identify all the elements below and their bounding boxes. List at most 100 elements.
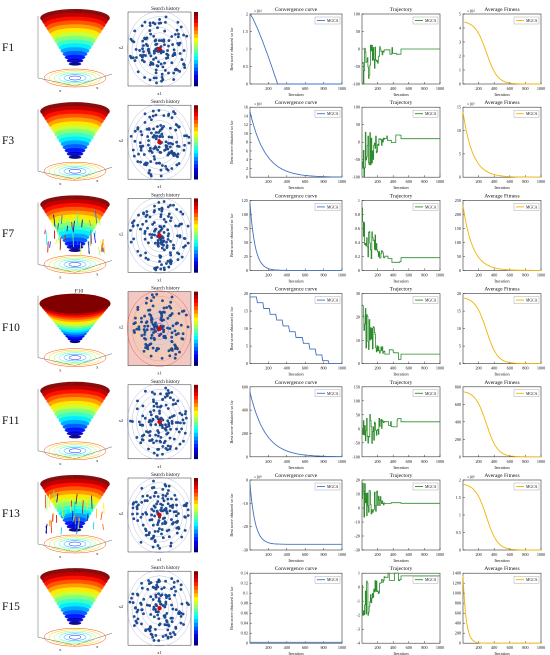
search-point — [162, 230, 166, 234]
search-point — [153, 514, 157, 518]
search-point — [148, 434, 152, 438]
trajectory-xtick-label: 800 — [421, 459, 427, 464]
search-point — [148, 626, 152, 630]
trajectory-ytick-label: 0 — [358, 585, 360, 590]
colorbar-segment — [194, 261, 198, 266]
fitness-line — [462, 575, 541, 644]
search-point — [163, 68, 167, 72]
trajectory-xtick-label: 1000 — [436, 179, 444, 184]
search-point — [128, 600, 132, 604]
fitness-plot: Average Fitness ×10⁴ 0 1 2 3 4 5 200 400 600 800 100… — [459, 7, 545, 97]
contour-line — [63, 167, 87, 175]
fitness-xlabel: Iteration — [494, 185, 510, 190]
fitness-xlabel: Iteration — [494, 651, 510, 655]
search-point — [176, 332, 180, 335]
search-point — [176, 251, 179, 255]
surface-axis-x: x — [59, 88, 62, 93]
trajectory-legend-label: MGCA — [425, 485, 437, 489]
search-point — [132, 624, 136, 627]
fitness-ytick-label: 600 — [455, 611, 461, 616]
fitness-xtick-label: 400 — [491, 645, 497, 650]
fitness-xlabel: Iteration — [494, 372, 510, 377]
search-point — [170, 422, 174, 425]
convergence-title: Convergence curve — [275, 473, 318, 479]
search-point — [152, 615, 156, 619]
fitness-xtick-label: 800 — [522, 179, 528, 184]
search-point — [141, 512, 145, 516]
search-point — [177, 610, 181, 614]
colorbar-segment — [194, 257, 198, 262]
search-point — [160, 132, 164, 136]
colorbar-segment — [194, 432, 198, 437]
convergence-ytick-label: 0.5 — [243, 64, 248, 69]
convergence-exponent: ×10⁴ — [254, 102, 262, 107]
search-point — [162, 330, 166, 334]
search-point — [166, 431, 170, 435]
search-point — [151, 635, 155, 639]
fitness-title: Average Fitness — [484, 566, 519, 572]
contour-line — [63, 260, 87, 269]
convergence-plot: Convergence curve 0 25 50 75 100 125 200 400 600 8… — [229, 193, 346, 283]
colorbar-segment — [194, 306, 198, 311]
search-point — [164, 596, 168, 599]
surface-axis-x: x — [59, 181, 62, 186]
colorbar-segment — [194, 481, 198, 486]
colorbar-segment — [194, 299, 198, 303]
search-point — [133, 316, 137, 320]
search-point — [172, 78, 176, 81]
search-point — [182, 245, 185, 249]
search-point — [157, 519, 161, 522]
search-point — [166, 228, 170, 232]
search-point — [143, 389, 147, 393]
search-point — [149, 613, 153, 616]
colorbar-segment — [194, 134, 198, 139]
trajectory-xtick-label: 800 — [421, 86, 427, 91]
search-point — [148, 604, 152, 607]
search-point — [143, 330, 147, 334]
colorbar-segment — [194, 361, 198, 366]
fitness-axes — [462, 106, 542, 178]
convergence-ytick-label: 0.08 — [241, 601, 248, 606]
surface-band — [39, 293, 111, 314]
search-point — [166, 628, 170, 632]
search-point — [169, 635, 173, 639]
search-point — [159, 332, 163, 336]
convergence-xtick-label: 400 — [284, 366, 290, 371]
convergence-title: Convergence curve — [275, 287, 318, 293]
search-point — [168, 145, 172, 149]
convergence-ytick-label: -10 — [242, 501, 248, 506]
search-point — [152, 58, 155, 61]
colorbar-segment — [194, 455, 198, 460]
fitness-ytick-label: 15 — [457, 309, 461, 314]
search-point — [152, 441, 156, 445]
contour-line — [58, 445, 92, 456]
search-point — [164, 593, 168, 597]
search-point — [159, 239, 163, 243]
search-point — [131, 502, 135, 506]
search-point — [175, 503, 179, 507]
search-point — [153, 233, 157, 237]
search-point — [184, 416, 188, 420]
search-point — [159, 267, 163, 271]
fitness-ytick-label: 5 — [459, 12, 461, 17]
fitness-xtick-label: 800 — [522, 86, 528, 91]
search-point — [169, 544, 173, 548]
search-point — [156, 148, 160, 152]
search-contour — [136, 114, 183, 170]
search-point — [147, 531, 151, 534]
search-ylabel: x2 — [119, 604, 124, 609]
colorbar-segment — [194, 253, 198, 258]
trajectory-title: Trajectory — [390, 380, 413, 386]
search-point — [183, 66, 187, 69]
convergence-ytick-label: 25 — [244, 254, 248, 259]
search-point — [157, 639, 161, 642]
fitness-ytick-label: 0 — [459, 82, 461, 87]
search-point — [175, 531, 179, 535]
colorbar-segment — [194, 15, 198, 20]
search-point — [154, 71, 158, 75]
convergence-xlabel: Iteration — [288, 372, 304, 377]
trajectory-legend-label: MGCA — [425, 392, 437, 396]
search-point — [141, 438, 145, 442]
search-point — [156, 26, 159, 30]
